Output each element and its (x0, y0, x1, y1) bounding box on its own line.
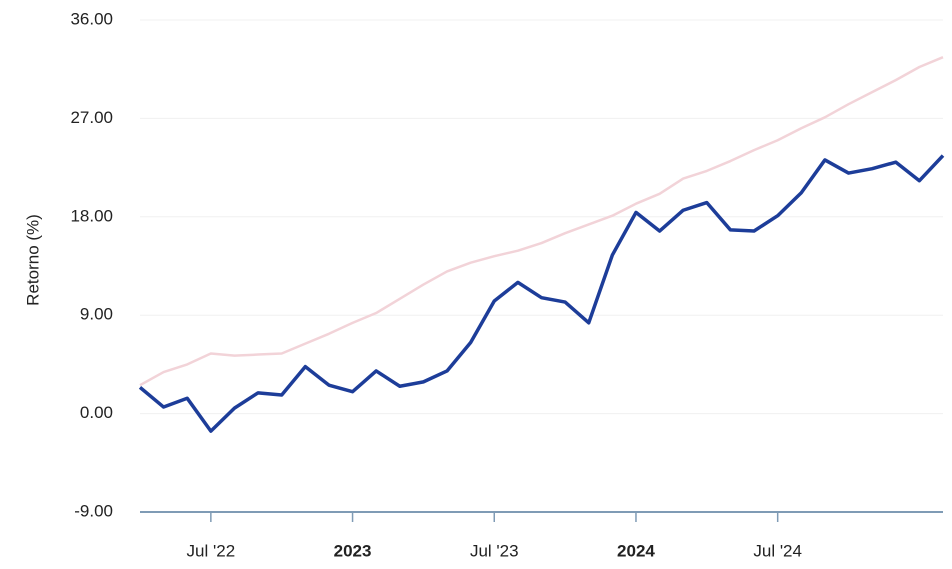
y-tick-label: 36.00 (70, 9, 113, 28)
y-tick-label: 0.00 (80, 403, 113, 422)
x-tick-label: Jul '22 (187, 541, 236, 560)
y-tick-label: 9.00 (80, 305, 113, 324)
x-tick-label: Jul '23 (470, 541, 519, 560)
x-tick-label: Jul '24 (753, 541, 802, 560)
y-tick-label: -9.00 (74, 501, 113, 520)
series-line (139, 56, 944, 387)
y-tick-label: 18.00 (70, 206, 113, 225)
series-line (138, 154, 945, 433)
x-tick-label: 2023 (334, 541, 372, 560)
y-tick-label: 27.00 (70, 108, 113, 127)
y-axis-label: Retorno (%) (23, 214, 42, 306)
x-tick-label: 2024 (617, 541, 655, 560)
